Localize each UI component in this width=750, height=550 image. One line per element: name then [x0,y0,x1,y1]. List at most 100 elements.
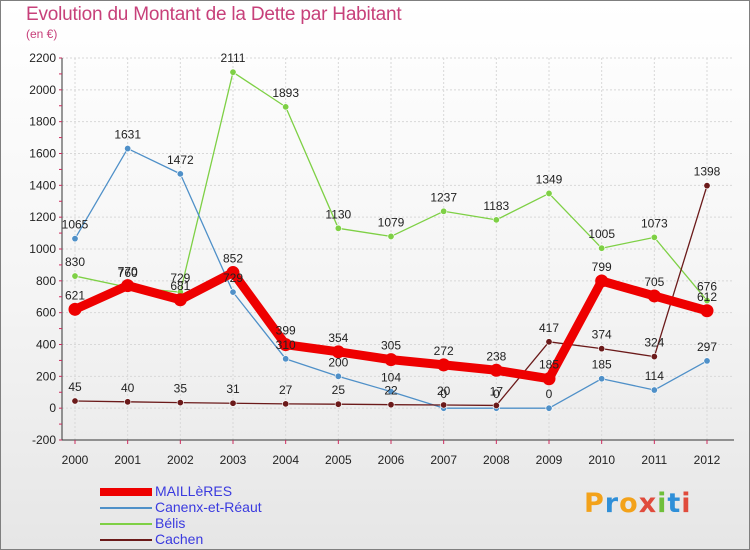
data-label: 305 [381,339,401,353]
data-label: 1631 [114,128,141,142]
data-point [384,353,398,367]
y-tick-label: 400 [36,338,56,352]
data-label: 1398 [694,165,721,179]
x-tick-label: 2001 [114,453,141,467]
data-label: 310 [276,338,296,352]
data-label: 0 [493,387,500,401]
legend-swatch [100,539,152,541]
data-label: 22 [384,384,398,398]
data-label: 1079 [378,215,405,229]
x-tick-label: 2002 [167,453,194,467]
data-point [598,244,606,252]
y-tick-label: 800 [36,274,56,288]
data-point [124,145,132,153]
data-point [176,170,184,178]
x-tick-label: 2005 [325,453,352,467]
data-label: 2111 [221,51,246,65]
x-tick-label: 2006 [378,453,405,467]
data-point [226,266,240,280]
data-label: 1005 [588,227,615,241]
data-point [282,400,290,408]
y-tick-label: 2000 [29,83,56,97]
data-label: 729 [170,271,190,285]
data-label: 354 [328,331,348,345]
data-point [176,399,184,407]
legend-label: Bélis [155,515,186,531]
data-point [650,386,658,394]
data-point [703,182,711,190]
data-point [229,399,237,407]
data-label: 760 [118,266,138,280]
legend-label: MAILLèRES [155,483,233,499]
data-label: 114 [645,369,664,383]
data-label: 0 [440,387,447,401]
data-label: 238 [486,349,506,363]
data-label: 621 [65,288,85,302]
y-tick-label: 600 [36,306,56,320]
data-point [650,233,658,241]
data-point [545,404,553,412]
data-label: 45 [68,380,82,394]
data-label: 35 [174,382,188,396]
data-point [229,68,237,76]
data-label: 852 [223,252,243,266]
data-label: 417 [539,321,559,335]
data-point [124,398,132,406]
y-tick-label: 2200 [29,51,56,65]
data-point [71,272,79,280]
x-tick-label: 2011 [641,453,667,467]
data-label: 27 [279,383,293,397]
data-label: 31 [226,382,240,396]
data-label: 1349 [536,172,563,186]
data-point [71,235,79,243]
data-label: 17 [490,384,504,398]
y-tick-label: 1200 [29,210,56,224]
data-point [440,207,448,215]
data-label: 1893 [272,86,299,100]
data-point [492,216,500,224]
data-point [598,345,606,353]
data-label: 399 [276,324,296,338]
x-tick-label: 2009 [536,453,563,467]
data-point [387,232,395,240]
legend-label: Cachen [155,531,204,547]
legend-swatch [100,488,152,496]
chart-title: Evolution du Montant de la Dette par Hab… [26,4,402,25]
data-label: 272 [434,344,454,358]
data-point [121,279,135,293]
data-label: 1472 [167,153,194,167]
data-label: 676 [697,280,717,294]
data-point [650,353,658,361]
y-tick-label: 0 [49,401,56,415]
data-point [703,297,711,305]
data-label: 799 [592,260,612,274]
y-tick-label: 1600 [29,147,56,161]
data-label: 25 [332,383,346,397]
x-tick-label: 2003 [220,453,247,467]
data-point [492,401,500,409]
data-label: 185 [592,358,612,372]
data-point [282,355,290,363]
data-label: 185 [539,358,559,372]
data-label: 1130 [325,207,351,221]
data-label: 1065 [62,218,89,232]
data-label: 20 [437,384,451,398]
data-point [282,103,290,111]
data-point [387,388,395,396]
y-tick-label: -200 [32,433,56,447]
data-label: 612 [697,290,717,304]
y-tick-label: 1800 [29,115,56,129]
y-tick-label: 1400 [29,178,56,192]
data-point [542,372,556,386]
data-point [279,338,293,352]
data-label: 729 [223,271,243,285]
data-point [545,338,553,346]
x-tick-label: 2010 [588,453,615,467]
x-tick-label: 2012 [694,453,721,467]
legend-label: Canenx-et-Réaut [155,499,262,515]
data-point [334,372,342,380]
data-label: 705 [644,275,664,289]
data-point [387,401,395,409]
data-point [68,302,82,316]
data-label: 40 [121,381,135,395]
